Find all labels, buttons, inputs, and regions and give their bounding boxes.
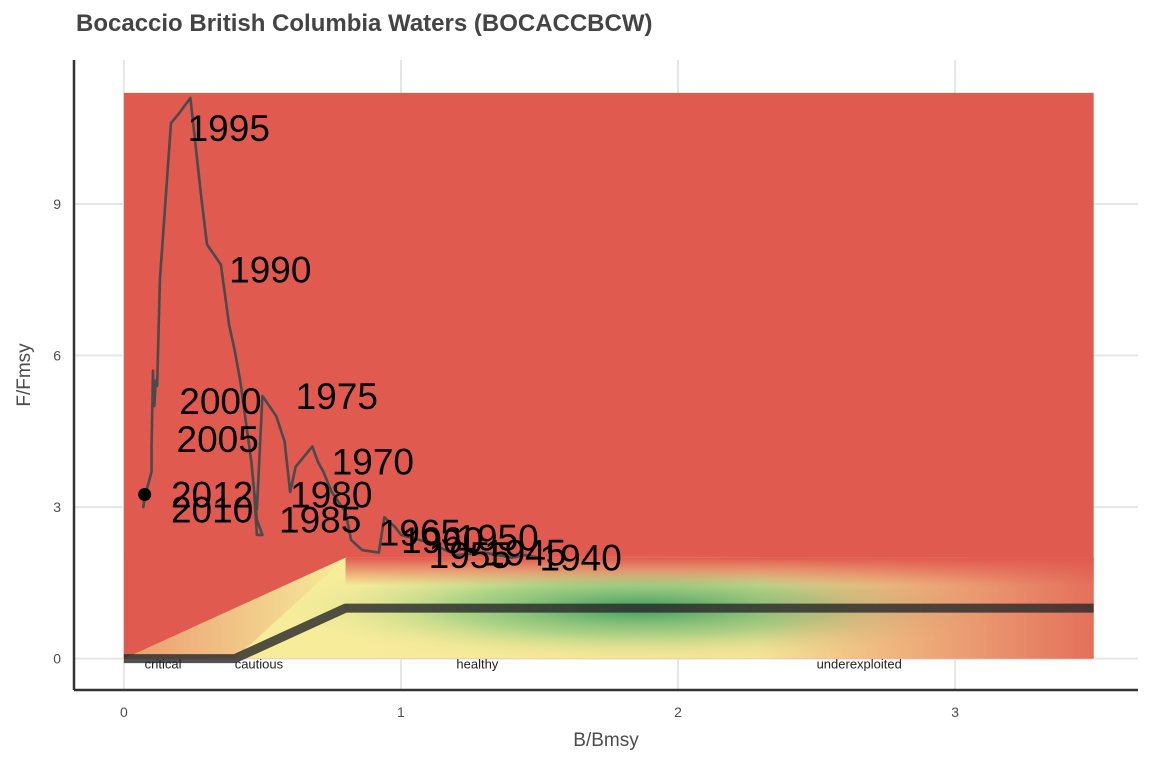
year-label: 1980	[290, 474, 372, 515]
year-label: 1985	[279, 500, 361, 541]
reference-line	[123, 603, 1094, 664]
year-label: 1950	[456, 517, 538, 558]
tick-labels: 0 1 2 3 0 3 6 9	[53, 196, 959, 720]
year-label: 1945	[484, 533, 566, 574]
y-tick-label: 9	[53, 196, 61, 212]
year-label: 1970	[332, 442, 414, 483]
y-axis-label: F/Fmsy	[14, 343, 35, 407]
slope-fade	[123, 557, 346, 659]
zone-label-underexploited: underexploited	[817, 657, 902, 672]
zone-label-healthy: healthy	[456, 657, 498, 672]
zone-labels: critical cautious healthy underexploited	[145, 657, 902, 672]
year-label: 1995	[188, 108, 270, 149]
year-label: 1955	[429, 535, 511, 576]
year-label: 2005	[177, 419, 259, 460]
axes	[72, 60, 1138, 692]
trajectory-line	[141, 96, 540, 559]
x-axis-label: B/Bmsy	[573, 730, 639, 751]
year-label: 1990	[229, 250, 311, 291]
year-label: 1975	[296, 376, 378, 417]
year-label: 2012	[171, 474, 253, 515]
year-label: 2000	[179, 381, 261, 422]
x-tick-label: 2	[674, 704, 682, 720]
stock-trajectory	[138, 96, 540, 559]
x-tick-label: 1	[397, 704, 405, 720]
current-point	[138, 487, 152, 501]
y-tick-label: 0	[53, 651, 61, 667]
zone-label-cautious: cautious	[235, 657, 284, 672]
year-label: 1940	[540, 538, 622, 579]
y-tick-label: 6	[53, 348, 61, 364]
reference-polyline	[123, 603, 1094, 664]
y-tick-label: 3	[53, 499, 61, 515]
x-tick-label: 0	[120, 704, 128, 720]
chart-title: Bocaccio British Columbia Waters (BOCACC…	[76, 10, 653, 37]
zone-label-critical: critical	[145, 657, 182, 672]
year-label: 2010	[171, 490, 253, 531]
x-tick-label: 3	[951, 704, 959, 720]
year-label: 1960	[401, 520, 483, 561]
year-label: 1965	[379, 512, 461, 553]
